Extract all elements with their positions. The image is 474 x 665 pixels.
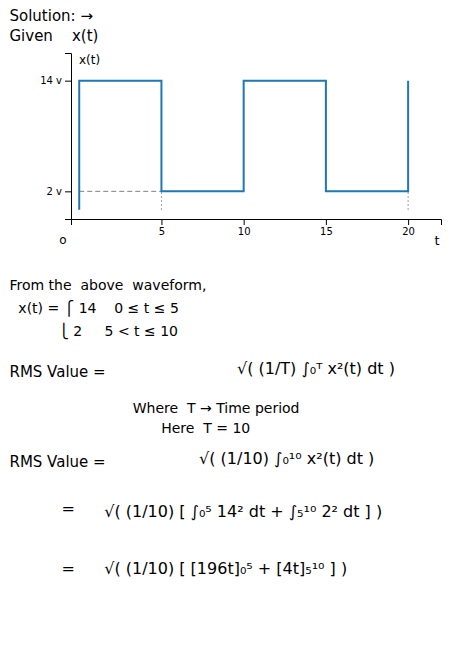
annotation: √( (1/10) [ [196t]₀⁵ + [4t]₅¹⁰ ] ) [104,559,347,578]
annotation: From the above waveform, [9,277,206,293]
x-axis-line [72,220,442,226]
x-tick-mark [326,219,327,225]
annotation: ⎩ 2 5 < t ≤ 10 [9,322,178,340]
x-axis: 5 10 15 20 [72,219,442,237]
y-axis-label: x(t) [79,53,100,67]
annotation: = [62,559,75,578]
y-tick-label: 14 v [40,75,62,86]
x-tick: 15 [320,219,333,237]
x-tick-label: 5 [159,226,165,237]
reference-line [161,191,162,209]
annotations: Solution: → Given x(t) From the above wave… [9,7,394,578]
annotation: Where T → Time period [133,400,300,416]
annotation: √( (1/10) [ ∫₀⁵ 14² dt + ∫₅¹⁰ 2² dt ] ) [104,502,382,521]
annotation: Solution: → [9,7,93,25]
x-tick-mark [161,219,162,225]
annotation: Here T = 10 [161,420,250,436]
y-tick-mark [65,191,71,192]
reference-line [79,191,161,192]
annotation: Given x(t) [9,27,98,45]
x-axis-label: t [434,233,439,248]
plot-area [79,81,408,210]
reference-line [408,191,409,209]
chart: 5 10 15 20 2 v 14 v t x(t) o Solution: → Given x(t… [0,0,474,665]
annotation: √( (1/T) ∫₀ᵀ x²(t) dt ) [237,359,395,378]
origin-label: o [59,233,66,247]
y-tick: 2 v [47,186,71,197]
x-tick-label: 20 [402,226,415,237]
annotation: RMS Value = [9,363,105,381]
x-tick: 5 [159,219,165,237]
annotation: x(t) = ⎧ 14 0 ≤ t ≤ 5 [9,300,178,317]
y-axis-line [65,54,72,220]
x-tick-mark [244,219,245,225]
x-tick-label: 10 [238,226,251,237]
x-tick-mark [408,219,409,225]
y-tick-mark [65,81,71,82]
y-tick-label: 2 v [47,186,63,197]
annotation: √( (1/10) ∫₀¹⁰ x²(t) dt ) [199,449,374,468]
x-tick-label: 15 [320,226,333,237]
x-tick: 10 [238,219,251,237]
annotation: = [62,499,75,518]
y-axis: 2 v 14 v [40,54,71,220]
y-tick: 14 v [40,75,71,86]
annotation: RMS Value = [9,453,105,471]
waveform [79,81,408,210]
x-tick: 20 [402,219,415,237]
